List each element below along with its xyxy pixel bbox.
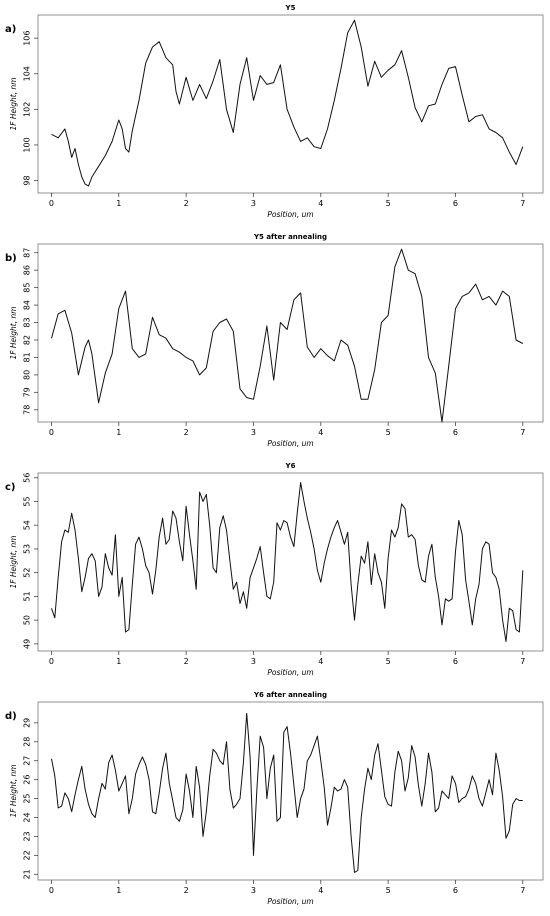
x-tick-label: 5 <box>386 657 391 666</box>
x-tick-label: 2 <box>184 199 189 208</box>
y-tick-label: 98 <box>23 175 32 185</box>
x-axis-label: Position, um <box>267 897 313 906</box>
y-tick-label: 26 <box>23 775 32 785</box>
y-tick-label: 87 <box>23 248 32 258</box>
y-tick-label: 52 <box>23 568 32 578</box>
y-tick-label: 104 <box>23 66 32 81</box>
height-profile-line <box>51 712 523 873</box>
x-tick-label: 2 <box>184 886 189 895</box>
height-profile-line <box>51 482 524 642</box>
chart-title: Y5 after annealing <box>253 233 327 241</box>
y-axis-label: 1F Height, nm <box>9 77 18 130</box>
y-tick-label: 24 <box>23 812 32 822</box>
x-tick-label: 7 <box>520 657 525 666</box>
x-tick-label: 3 <box>251 657 256 666</box>
plot-frame <box>37 243 544 423</box>
x-tick-label: 3 <box>251 428 256 437</box>
y-tick-label: 83 <box>23 317 32 327</box>
y-tick-label: 21 <box>23 869 32 879</box>
chart-title: Y6 after annealing <box>253 691 327 699</box>
y-tick-label: 80 <box>23 370 32 380</box>
y-tick-label: 49 <box>23 639 32 649</box>
x-tick-label: 4 <box>318 199 323 208</box>
panel-label: d) <box>5 711 17 722</box>
x-tick-label: 0 <box>49 657 54 666</box>
y-tick-label: 51 <box>23 591 32 601</box>
y-tick-label: 55 <box>23 496 32 506</box>
y-tick-label: 54 <box>23 520 32 530</box>
x-tick-label: 2 <box>184 428 189 437</box>
x-tick-label: 4 <box>318 886 323 895</box>
x-tick-label: 1 <box>116 428 121 437</box>
y-tick-label: 79 <box>23 387 32 397</box>
chart-title: Y5 <box>285 4 296 12</box>
height-profile-line <box>51 19 524 187</box>
x-tick-label: 7 <box>520 199 525 208</box>
y-tick-label: 86 <box>23 265 32 275</box>
y-axis-label: 1F Height, nm <box>9 535 18 588</box>
x-tick-label: 1 <box>116 886 121 895</box>
x-tick-label: 6 <box>453 199 458 208</box>
panel-b: Y5 after annealing b) 0 1 2 3 4 5 6 7 78 79 80 81 82 83… <box>0 229 550 458</box>
plot-frame <box>37 472 544 652</box>
y-tick-label: 102 <box>23 102 32 117</box>
height-profile-line <box>51 248 524 423</box>
chart-title: Y6 <box>285 462 296 470</box>
y-tick-label: 27 <box>23 756 32 766</box>
x-tick-label: 5 <box>386 886 391 895</box>
panel-label: b) <box>5 253 17 264</box>
x-tick-label: 1 <box>116 657 121 666</box>
x-tick-label: 4 <box>318 428 323 437</box>
y-tick-label: 78 <box>23 405 32 415</box>
x-axis-label: Position, um <box>267 439 313 448</box>
panel-a: Y5 a) 0 1 2 3 4 5 6 7 98 100 102 104 106 Position, um 1F… <box>0 0 550 229</box>
y-tick-label: 23 <box>23 831 32 841</box>
y-tick-label: 81 <box>23 352 32 362</box>
panel-d: Y6 after annealing d) 0 1 2 3 4 5 6 7 21 22 23 24 25 26… <box>0 687 550 916</box>
y-tick-label: 106 <box>23 30 32 45</box>
y-tick-label: 22 <box>23 850 32 860</box>
x-tick-label: 0 <box>49 199 54 208</box>
x-tick-label: 6 <box>453 886 458 895</box>
panel-label: a) <box>5 24 16 35</box>
panel-label: c) <box>5 482 16 493</box>
y-tick-label: 28 <box>23 737 32 747</box>
chart-a: Y5 a) 0 1 2 3 4 5 6 7 98 100 102 104 106 Position, um 1F… <box>5 4 544 219</box>
x-tick-label: 0 <box>49 886 54 895</box>
x-axis-label: Position, um <box>267 210 313 219</box>
x-tick-label: 3 <box>251 199 256 208</box>
y-tick-label: 84 <box>23 300 32 310</box>
y-tick-label: 100 <box>23 137 32 152</box>
x-tick-label: 3 <box>251 886 256 895</box>
y-tick-label: 82 <box>23 335 32 345</box>
x-tick-label: 4 <box>318 657 323 666</box>
x-tick-label: 7 <box>520 428 525 437</box>
y-tick-label: 56 <box>23 473 32 483</box>
x-tick-label: 7 <box>520 886 525 895</box>
panel-c: Y6 c) 0 1 2 3 4 5 6 7 49 50 51 52 53 54 55 56 Position, um… <box>0 458 550 687</box>
plot-frame <box>37 14 544 194</box>
y-tick-label: 50 <box>23 615 32 625</box>
chart-b: Y5 after annealing b) 0 1 2 3 4 5 6 7 78 79 80 81 82 83… <box>5 233 544 448</box>
x-tick-label: 6 <box>453 428 458 437</box>
y-tick-label: 85 <box>22 283 31 293</box>
y-tick-label: 53 <box>22 544 31 554</box>
plot-frame <box>37 701 544 881</box>
x-tick-label: 5 <box>386 428 391 437</box>
y-tick-label: 29 <box>23 718 32 728</box>
y-tick-label: 25 <box>23 793 32 803</box>
y-axis-label: 1F Height, nm <box>9 764 18 817</box>
y-axis-label: 1F Height, nm <box>9 306 18 359</box>
x-axis-label: Position, um <box>267 668 313 677</box>
x-tick-label: 6 <box>453 657 458 666</box>
x-tick-label: 1 <box>116 199 121 208</box>
x-tick-label: 2 <box>184 657 189 666</box>
x-tick-label: 0 <box>49 428 54 437</box>
x-tick-label: 5 <box>386 199 391 208</box>
